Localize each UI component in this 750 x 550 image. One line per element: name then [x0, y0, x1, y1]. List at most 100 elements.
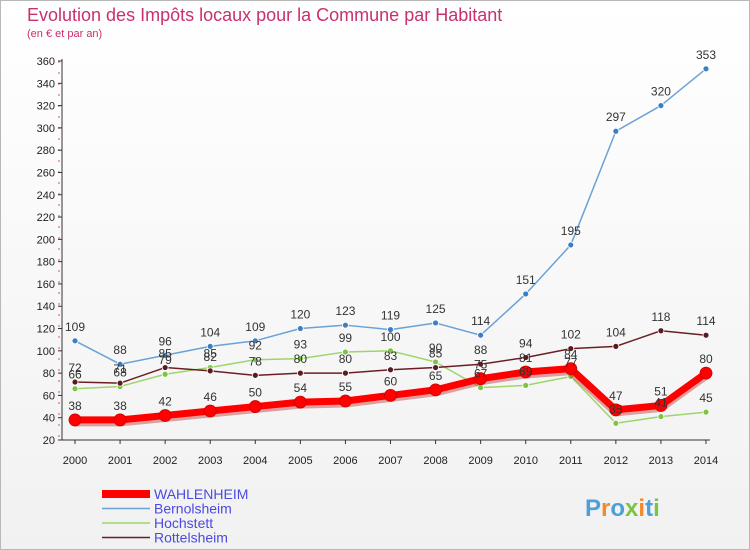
value-label-bernolsheim: 104 — [200, 325, 220, 339]
point-wahlenheim — [68, 413, 82, 427]
value-label-hochstett: 45 — [699, 391, 713, 405]
x-tick-label: 2002 — [153, 455, 177, 467]
value-label-rottelsheim: 114 — [696, 314, 715, 328]
x-tick-label: 2013 — [649, 455, 673, 467]
chart-legend: WAHLENHEIMBernolsheimHochstettRottelshei… — [102, 486, 248, 546]
value-label-bernolsheim: 109 — [245, 320, 265, 334]
value-label-wahlenheim: 47 — [609, 389, 623, 403]
value-label-bernolsheim: 123 — [335, 304, 355, 318]
x-tick-label: 2014 — [694, 455, 718, 467]
point-bernolsheim — [612, 127, 620, 135]
value-label-wahlenheim: 38 — [113, 399, 127, 413]
point-rottelsheim — [296, 369, 304, 377]
y-tick-label: 20 — [43, 435, 55, 447]
point-rottelsheim — [477, 360, 485, 368]
y-tick-label: 280 — [37, 145, 55, 157]
point-hochstett — [71, 385, 79, 393]
point-wahlenheim — [113, 413, 127, 427]
point-rottelsheim — [522, 354, 530, 361]
point-wahlenheim — [384, 389, 397, 402]
legend-label-wahlenheim: WAHLENHEIM — [154, 486, 248, 502]
x-tick-label: 2006 — [333, 455, 357, 467]
point-bernolsheim — [342, 321, 349, 329]
value-label-hochstett: 69 — [519, 364, 533, 378]
point-rottelsheim — [206, 367, 214, 375]
value-label-bernolsheim: 120 — [290, 308, 310, 322]
x-tick-label: 2010 — [513, 455, 537, 467]
value-label-wahlenheim: 55 — [339, 380, 353, 394]
value-label-bernolsheim: 320 — [651, 85, 671, 99]
y-tick-label: 100 — [37, 346, 55, 358]
chart-title: Evolution des Impôts locaux pour la Comm… — [27, 5, 503, 25]
point-bernolsheim — [206, 342, 214, 350]
y-tick-label: 360 — [37, 56, 55, 68]
point-rottelsheim — [432, 364, 439, 371]
logo-text: Proxiti — [585, 495, 660, 522]
point-wahlenheim — [248, 400, 262, 413]
proxiti-logo: Proxiti — [585, 495, 660, 522]
value-label-hochstett: 79 — [158, 353, 172, 367]
chart-subtitle: (en € et par an) — [27, 28, 103, 40]
point-rottelsheim — [657, 327, 665, 335]
value-label-wahlenheim: 80 — [699, 352, 713, 366]
value-label-wahlenheim: 75 — [474, 358, 488, 372]
value-label-bernolsheim: 109 — [65, 320, 85, 334]
legend-label-bernolsheim: Bernolsheim — [154, 501, 232, 517]
point-wahlenheim — [203, 404, 217, 418]
value-label-wahlenheim: 38 — [68, 399, 82, 413]
point-hochstett — [161, 370, 169, 378]
point-wahlenheim — [474, 372, 488, 386]
y-tick-label: 80 — [43, 368, 55, 380]
x-tick-label: 2003 — [198, 455, 222, 467]
value-label-rottelsheim: 85 — [158, 347, 172, 361]
value-label-bernolsheim: 125 — [426, 302, 446, 316]
point-wahlenheim — [429, 383, 442, 397]
value-label-rottelsheim: 118 — [651, 310, 670, 324]
value-label-wahlenheim: 81 — [519, 351, 533, 365]
y-tick-label: 300 — [37, 123, 55, 135]
value-label-rottelsheim: 94 — [519, 337, 533, 351]
point-wahlenheim — [158, 409, 172, 422]
point-rottelsheim — [567, 345, 575, 352]
y-tick-label: 220 — [37, 212, 55, 224]
point-bernolsheim — [251, 337, 259, 345]
x-tick-label: 2001 — [108, 455, 132, 467]
point-hochstett — [702, 408, 710, 416]
value-label-wahlenheim: 51 — [654, 384, 668, 398]
value-label-bernolsheim: 96 — [158, 334, 172, 348]
chart-axes: 20 40 60 80 100 120 140 160 180 200 220 240 260 280 30… — [37, 56, 719, 467]
point-bernolsheim — [296, 325, 304, 332]
value-label-rottelsheim: 102 — [561, 328, 581, 342]
point-wahlenheim — [519, 365, 533, 379]
point-wahlenheim — [699, 366, 713, 380]
x-tick-label: 2005 — [288, 455, 312, 467]
value-label-rottelsheim: 88 — [474, 343, 488, 357]
value-label-wahlenheim: 84 — [564, 348, 578, 362]
point-bernolsheim — [522, 290, 530, 298]
point-rottelsheim — [71, 378, 79, 386]
point-wahlenheim — [654, 399, 668, 412]
point-wahlenheim — [293, 395, 307, 409]
value-label-hochstett: 41 — [654, 396, 668, 410]
point-wahlenheim — [339, 394, 352, 408]
value-label-rottelsheim: 82 — [204, 350, 218, 364]
x-tick-label: 2012 — [604, 455, 628, 467]
x-tick-label: 2011 — [559, 455, 583, 467]
x-tick-label: 2004 — [243, 455, 267, 467]
value-label-wahlenheim: 50 — [249, 386, 263, 400]
value-label-wahlenheim: 46 — [204, 390, 218, 404]
value-label-bernolsheim: 114 — [471, 314, 490, 328]
value-label-hochstett: 93 — [294, 338, 308, 352]
y-tick-label: 340 — [37, 78, 55, 90]
point-rottelsheim — [116, 379, 124, 387]
y-tick-label: 120 — [37, 324, 55, 336]
y-tick-label: 160 — [37, 279, 55, 291]
point-bernolsheim — [387, 326, 394, 334]
value-label-rottelsheim: 78 — [249, 354, 263, 368]
point-rottelsheim — [702, 331, 710, 339]
y-tick-label: 140 — [37, 301, 55, 313]
point-wahlenheim — [564, 362, 578, 376]
value-label-bernolsheim: 195 — [561, 224, 581, 238]
y-tick-label: 40 — [43, 413, 55, 425]
